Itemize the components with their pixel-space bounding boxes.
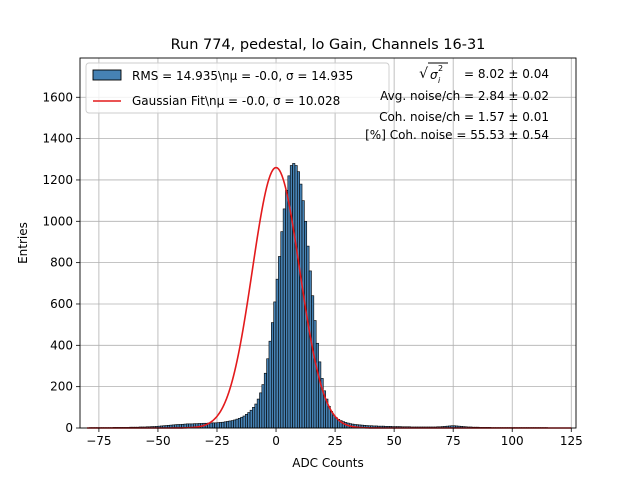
sqrt-symbol: √ (419, 66, 428, 82)
annotation-sigma-sup: 2 (438, 64, 443, 73)
histogram-bar (318, 361, 322, 429)
y-axis-ticks: 0 200 400 600 800 1000 1200 1400 1600 (42, 90, 80, 435)
x-tick-label: −25 (204, 434, 229, 448)
histogram-bar (221, 421, 225, 429)
histogram-bar (216, 422, 220, 429)
x-tick-label: 125 (560, 434, 583, 448)
x-tick-label: 50 (386, 434, 401, 448)
histogram-bar (266, 358, 270, 429)
legend: RMS = 14.935\nμ = -0.0, σ = 14.935 Gauss… (85, 62, 390, 114)
histogram-bar (211, 422, 215, 429)
histogram-bar (299, 183, 303, 429)
y-tick-label: 0 (65, 421, 73, 435)
histogram-bars (89, 163, 548, 429)
histogram-bar (240, 416, 244, 429)
y-tick-label: 600 (50, 297, 73, 311)
histogram-bar (263, 372, 267, 429)
annotation-sigma-sub: i (438, 76, 441, 85)
grid-lines (80, 58, 576, 429)
x-tick-label: 75 (446, 434, 461, 448)
x-axis-ticks: −75 −50 −25 0 25 50 75 100 125 (86, 428, 583, 448)
histogram-bar (214, 422, 218, 429)
annotation-sigma-line: √ σ i 2 = 8.02 ± 0.04 (419, 62, 549, 85)
x-tick-label: 0 (272, 434, 280, 448)
y-tick-label: 1600 (42, 90, 73, 104)
x-tick-label: −50 (145, 434, 170, 448)
legend-histogram-swatch (92, 69, 122, 81)
histogram-bar (242, 415, 246, 429)
histogram-bar (294, 165, 298, 429)
histogram-bar (252, 407, 256, 429)
legend-histogram-label: RMS = 14.935\nμ = -0.0, σ = 14.935 (132, 69, 353, 83)
x-tick-label: 100 (501, 434, 524, 448)
stats-annotations: √ σ i 2 = 8.02 ± 0.04 Avg. noise/ch = 2.… (365, 62, 549, 142)
y-tick-label: 400 (50, 338, 73, 352)
histogram-bar (285, 189, 289, 429)
x-tick-label: −75 (86, 434, 111, 448)
histogram-bar (278, 256, 282, 429)
histogram-bar (304, 220, 308, 429)
histogram-bar (226, 421, 230, 429)
histogram-bar (273, 301, 277, 429)
legend-box (85, 62, 390, 114)
histogram-bar (268, 340, 272, 429)
histogram-bar (249, 409, 253, 429)
annotation-coh-noise-percent: [%] Coh. noise = 55.53 ± 0.54 (365, 128, 549, 142)
histogram-bar (296, 171, 300, 429)
histogram-bar (261, 384, 265, 429)
histogram-bar (280, 231, 284, 429)
x-axis-label: ADC Counts (292, 456, 364, 470)
histogram-bar (311, 295, 315, 429)
y-axis-label: Entries (16, 222, 30, 264)
histogram-bar (254, 403, 258, 429)
histogram-bar (228, 420, 232, 429)
legend-fit-label: Gaussian Fit\nμ = -0.0, σ = 10.028 (132, 94, 340, 108)
histogram-bar (209, 422, 213, 429)
annotation-coh-noise: Coh. noise/ch = 1.57 ± 0.01 (379, 110, 549, 124)
histogram-bar (245, 414, 248, 429)
histogram-bar (237, 417, 241, 429)
y-tick-label: 1400 (42, 132, 73, 146)
histogram-bar (223, 421, 227, 429)
histogram-bar (233, 419, 237, 429)
histogram-bar (282, 208, 286, 429)
histogram-bar (235, 418, 239, 429)
histogram-bar (230, 420, 234, 429)
histogram-bar (275, 278, 279, 429)
histogram-bar (306, 245, 310, 429)
annotation-sigma-symbol: σ (430, 68, 438, 82)
histogram-bar (315, 342, 319, 429)
histogram-bar (301, 200, 305, 429)
chart-title: Run 774, pedestal, lo Gain, Channels 16-… (171, 37, 486, 53)
histogram-bar (219, 422, 223, 429)
histogram-bar (289, 165, 293, 429)
y-tick-label: 1200 (42, 173, 73, 187)
histogram-bar (259, 392, 263, 429)
histogram-bar (313, 320, 317, 429)
y-tick-label: 1000 (42, 214, 73, 228)
histogram-bar (292, 163, 296, 429)
y-tick-label: 800 (50, 256, 73, 270)
histogram-bar (247, 412, 251, 429)
histogram-bar (287, 175, 291, 429)
histogram-bar (271, 322, 274, 429)
histogram-bar (256, 398, 260, 429)
plot-frame (79, 57, 577, 429)
annotation-sigma-value: = 8.02 ± 0.04 (464, 67, 549, 81)
y-tick-label: 200 (50, 380, 73, 394)
plot-area-background (80, 58, 576, 428)
x-tick-label: 25 (327, 434, 342, 448)
annotation-avg-noise: Avg. noise/ch = 2.84 ± 0.02 (380, 89, 549, 103)
histogram-bar (308, 270, 312, 429)
